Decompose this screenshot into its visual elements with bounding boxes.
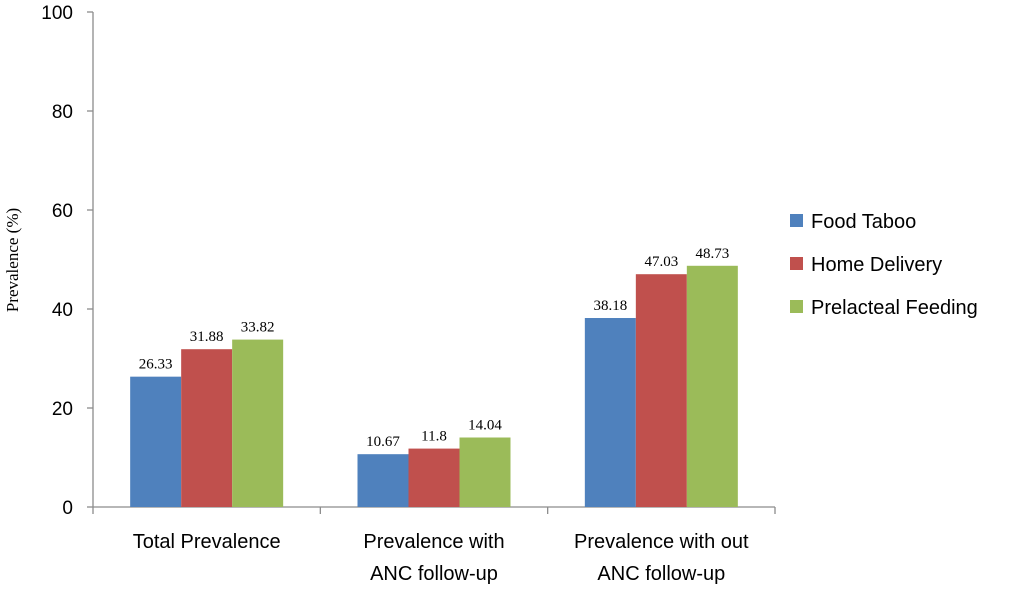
data-label: 31.88 [190, 329, 224, 345]
x-tick-label: Prevalence with ANC follow-up [363, 531, 504, 585]
data-label: 11.8 [421, 429, 447, 445]
data-labels: 26.33 31.88 33.82 10.67 11.8 14.04 38.18 47.03 4… [139, 246, 729, 450]
legend-label: Prelacteal Feeding [811, 297, 978, 319]
legend-swatch [790, 300, 803, 313]
bars [130, 265, 738, 507]
data-label: 38.18 [593, 298, 627, 314]
data-label: 33.82 [241, 320, 275, 336]
y-tick-label: 20 [52, 399, 73, 420]
bar-home-delivery [408, 448, 460, 507]
y-axis-title: Prevalence (%) [3, 208, 22, 312]
y-tick-label: 60 [52, 201, 73, 222]
legend-label: Home Delivery [811, 254, 942, 276]
legend-label: Food Taboo [811, 211, 916, 233]
bar-home-delivery [635, 274, 687, 507]
data-label: 47.03 [644, 254, 678, 270]
legend-swatch [790, 214, 803, 227]
y-axis: 0 20 40 60 80 100 [41, 3, 94, 519]
y-tick-label: 100 [41, 3, 73, 24]
x-tick-label: Total Prevalence [133, 531, 281, 553]
bar-food-taboo [584, 318, 636, 507]
legend-swatch [790, 257, 803, 270]
x-axis: Total Prevalence Prevalence with ANC follo… [92, 506, 776, 585]
data-label: 48.73 [695, 246, 729, 262]
data-label: 26.33 [139, 357, 173, 373]
data-label: 14.04 [468, 418, 502, 434]
bar-prelacteal-feeding [686, 265, 738, 507]
bar-prelacteal-feeding [459, 437, 511, 507]
bar-food-taboo [357, 454, 409, 507]
x-tick-label: Prevalence with out ANC follow-up [574, 531, 749, 585]
bar-prelacteal-feeding [232, 339, 284, 507]
data-label: 10.67 [366, 434, 400, 450]
legend: Food Taboo Home Delivery Prelacteal Feedin… [790, 211, 978, 319]
y-tick-label: 80 [52, 102, 73, 123]
y-tick-label: 40 [52, 300, 73, 321]
bar-home-delivery [181, 349, 233, 507]
bar-food-taboo [130, 376, 182, 507]
y-tick-label: 0 [62, 498, 73, 519]
